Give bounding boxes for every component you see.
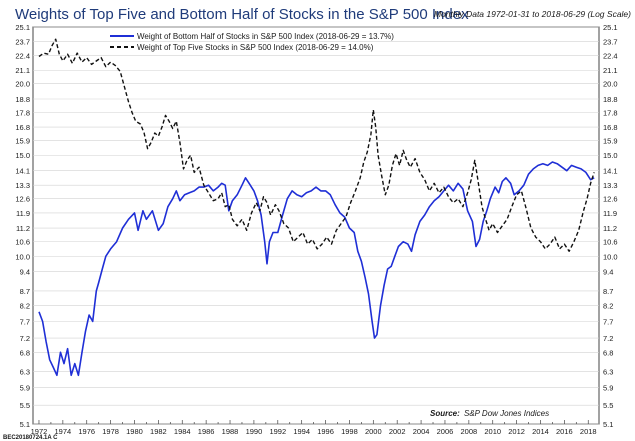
y-tick-label-right: 5.1 <box>603 420 613 429</box>
legend-label-bottom-half: Weight of Bottom Half of Stocks in S&P 5… <box>137 32 394 41</box>
y-tick-label-right: 25.1 <box>603 23 618 32</box>
y-tick-label-left: 5.5 <box>20 401 30 410</box>
x-tick-label: 2000 <box>365 427 382 436</box>
y-tick-label-left: 18.8 <box>15 95 30 104</box>
y-tick-label-left: 5.9 <box>20 384 30 393</box>
x-tick-label: 1990 <box>246 427 263 436</box>
y-tick-label-right: 13.3 <box>603 181 618 190</box>
y-tick-label-right: 5.5 <box>603 401 613 410</box>
y-tick-label-right: 5.9 <box>603 384 613 393</box>
y-tick-label-right: 11.9 <box>603 209 617 218</box>
x-tick-label: 1984 <box>174 427 191 436</box>
x-tick-label: 2004 <box>413 427 430 436</box>
y-tick-label-right: 15.9 <box>603 137 618 146</box>
chart-title: Weights of Top Five and Bottom Half of S… <box>15 6 469 23</box>
y-tick-label-right: 22.4 <box>603 51 618 60</box>
chart-subtitle: Monthly Data 1972-01-31 to 2018-06-29 (L… <box>434 9 631 19</box>
x-tick-label: 2008 <box>461 427 478 436</box>
y-tick-label-left: 13.3 <box>15 181 30 190</box>
x-tick-label: 1974 <box>55 427 72 436</box>
x-tick-label: 1978 <box>102 427 119 436</box>
y-tick-label-left: 17.8 <box>15 109 30 118</box>
plot-area <box>32 26 600 425</box>
y-tick-label-left: 23.7 <box>15 37 30 46</box>
y-tick-label-left: 21.1 <box>15 66 30 75</box>
source-label: Source: <box>430 409 460 418</box>
y-tick-label-left: 7.2 <box>20 334 30 343</box>
legend: Weight of Bottom Half of Stocks in S&P 5… <box>110 32 394 52</box>
x-tick-label: 2016 <box>556 427 573 436</box>
y-tick-label-left: 7.7 <box>20 317 30 326</box>
series-line-bottom-half <box>38 161 595 377</box>
x-tick-label: 1988 <box>222 427 239 436</box>
y-tick-label-right: 16.8 <box>603 123 618 132</box>
x-tick-label: 1972 <box>31 427 48 436</box>
y-tick-label-left: 10.0 <box>15 252 30 261</box>
y-tick-label-left: 11.2 <box>16 224 30 233</box>
y-tick-label-left: 8.7 <box>20 287 30 296</box>
y-tick-label-left: 15.0 <box>15 151 30 160</box>
x-tick-label: 2002 <box>389 427 406 436</box>
y-tick-label-left: 11.9 <box>16 209 30 218</box>
x-tick-label: 2010 <box>484 427 501 436</box>
y-tick-label-right: 21.1 <box>603 66 618 75</box>
y-tick-label-left: 25.1 <box>15 23 30 32</box>
x-tick-label: 2014 <box>532 427 549 436</box>
y-tick-label-left: 10.6 <box>15 238 30 247</box>
y-tick-label-left: 6.3 <box>20 367 30 376</box>
y-tick-label-right: 6.8 <box>603 348 613 357</box>
y-tick-label-right: 8.7 <box>603 287 613 296</box>
x-tick-label: 1982 <box>150 427 167 436</box>
y-tick-label-right: 10.6 <box>603 238 618 247</box>
y-tick-label-left: 9.4 <box>20 268 30 277</box>
y-tick-label-left: 14.1 <box>15 167 30 176</box>
y-tick-label-left: 22.4 <box>15 51 30 60</box>
x-tick-label: 1976 <box>78 427 95 436</box>
y-tick-label-left: 15.9 <box>15 137 30 146</box>
x-tick-label: 1986 <box>198 427 215 436</box>
y-tick-label-right: 23.7 <box>603 37 618 46</box>
y-tick-label-right: 8.2 <box>603 302 613 311</box>
y-tick-label-right: 9.4 <box>603 268 613 277</box>
y-tick-label-right: 18.8 <box>603 95 618 104</box>
y-tick-label-right: 11.2 <box>603 224 617 233</box>
y-tick-label-right: 7.7 <box>603 317 613 326</box>
x-tick-label: 1994 <box>293 427 310 436</box>
x-tick-label: 2018 <box>580 427 597 436</box>
y-tick-label-right: 17.8 <box>603 109 618 118</box>
y-tick-label-right: 6.3 <box>603 367 613 376</box>
y-tick-label-left: 6.8 <box>20 348 30 357</box>
y-tick-label-right: 10.0 <box>603 252 618 261</box>
x-tick-label: 1996 <box>317 427 334 436</box>
y-tick-label-left: 12.6 <box>15 195 30 204</box>
y-tick-label-right: 15.0 <box>603 151 618 160</box>
y-tick-label-right: 12.6 <box>603 195 618 204</box>
axis-layer: 5.1 5.1 5.5 5.5 5.9 5.9 6.3 6.3 6.8 6.8 7.2 7.2 7.7 7… <box>15 23 617 436</box>
footer-id: BEC20180724.1A C <box>3 435 58 441</box>
x-tick-label: 1998 <box>341 427 358 436</box>
x-tick-label: 1992 <box>269 427 286 436</box>
y-tick-label-right: 20.0 <box>603 80 618 89</box>
grid-layer <box>33 26 599 425</box>
y-tick-label-left: 20.0 <box>15 80 30 89</box>
x-tick-label: 2006 <box>437 427 454 436</box>
y-tick-label-right: 7.2 <box>603 334 613 343</box>
x-tick-label: 1980 <box>126 427 143 436</box>
x-tick-label: 2012 <box>508 427 525 436</box>
y-tick-label-left: 8.2 <box>20 302 30 311</box>
legend-label-top-five: Weight of Top Five Stocks in S&P 500 Ind… <box>137 43 374 52</box>
source-text: S&P Dow Jones Indices <box>464 409 549 418</box>
y-tick-label-left: 16.8 <box>15 123 30 132</box>
y-tick-label-right: 14.1 <box>603 167 618 176</box>
y-tick-label-left: 5.1 <box>20 420 30 429</box>
series-layer <box>38 38 595 377</box>
series-line-top-five <box>38 38 595 252</box>
